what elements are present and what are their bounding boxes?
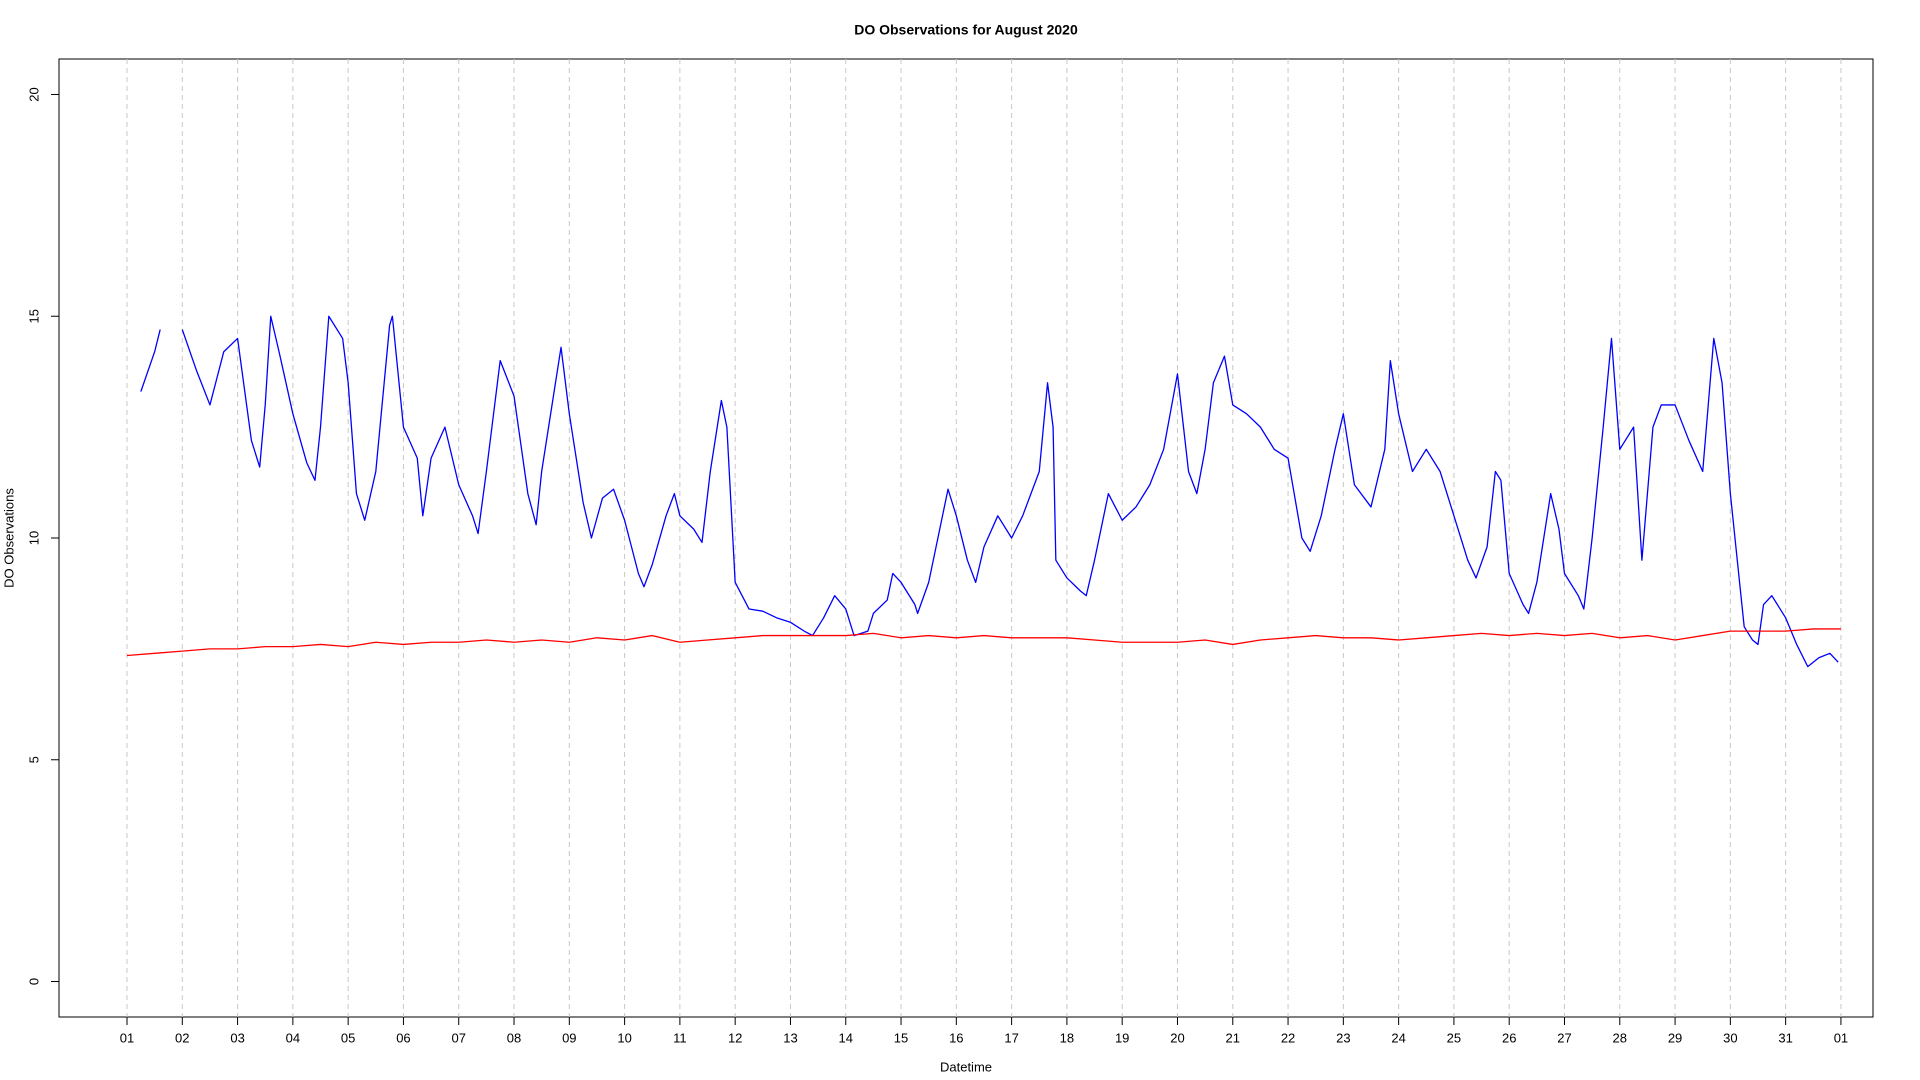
x-tick-label: 28: [1613, 1030, 1627, 1045]
x-tick-label: 06: [396, 1030, 410, 1045]
y-tick-label: 5: [26, 756, 41, 763]
y-tick-label: 15: [26, 309, 41, 323]
x-tick-label: 25: [1447, 1030, 1461, 1045]
x-tick-label: 31: [1778, 1030, 1792, 1045]
y-tick-label: 0: [26, 978, 41, 985]
data-line: [126, 628, 1841, 657]
x-tick-label: 15: [894, 1030, 908, 1045]
x-tick-label: 19: [1115, 1030, 1129, 1045]
x-tick-label: 10: [617, 1030, 631, 1045]
x-tick-label: 20: [1170, 1030, 1184, 1045]
x-tick-label: 01: [1834, 1030, 1848, 1045]
x-tick-label: 02: [175, 1030, 189, 1045]
x-tick-label: 21: [1226, 1030, 1240, 1045]
x-tick-label: 04: [286, 1030, 300, 1045]
x-tick-label: 14: [839, 1030, 853, 1045]
x-tick-label: 07: [451, 1030, 465, 1045]
x-tick-label: 09: [562, 1030, 576, 1045]
x-tick-label: 03: [230, 1030, 244, 1045]
x-tick-label: 30: [1723, 1030, 1737, 1045]
x-tick-label: 11: [673, 1030, 687, 1045]
x-tick-label: 23: [1336, 1030, 1350, 1045]
x-tick-label: 26: [1502, 1030, 1516, 1045]
plot-frame: [58, 58, 1874, 1018]
x-tick-label: 29: [1668, 1030, 1682, 1045]
x-tick-label: 13: [783, 1030, 797, 1045]
x-axis-label: Datetime: [940, 1059, 992, 1074]
y-tick-label: 20: [26, 87, 41, 101]
x-tick-label: 17: [1004, 1030, 1018, 1045]
x-tick-label: 18: [1060, 1030, 1074, 1045]
x-tick-label: 22: [1281, 1030, 1295, 1045]
x-tick-label: 01: [120, 1030, 134, 1045]
x-tick-label: 24: [1391, 1030, 1405, 1045]
data-line: [140, 315, 1839, 668]
x-tick-label: 12: [728, 1030, 742, 1045]
x-tick-label: 16: [949, 1030, 963, 1045]
y-tick-label: 10: [26, 531, 41, 545]
x-tick-label: 27: [1557, 1030, 1571, 1045]
x-tick-label: 08: [507, 1030, 521, 1045]
chart-title: DO Observations for August 2020: [854, 22, 1078, 38]
x-tick-label: 05: [341, 1030, 355, 1045]
y-axis-label: DO Observations: [1, 488, 16, 588]
